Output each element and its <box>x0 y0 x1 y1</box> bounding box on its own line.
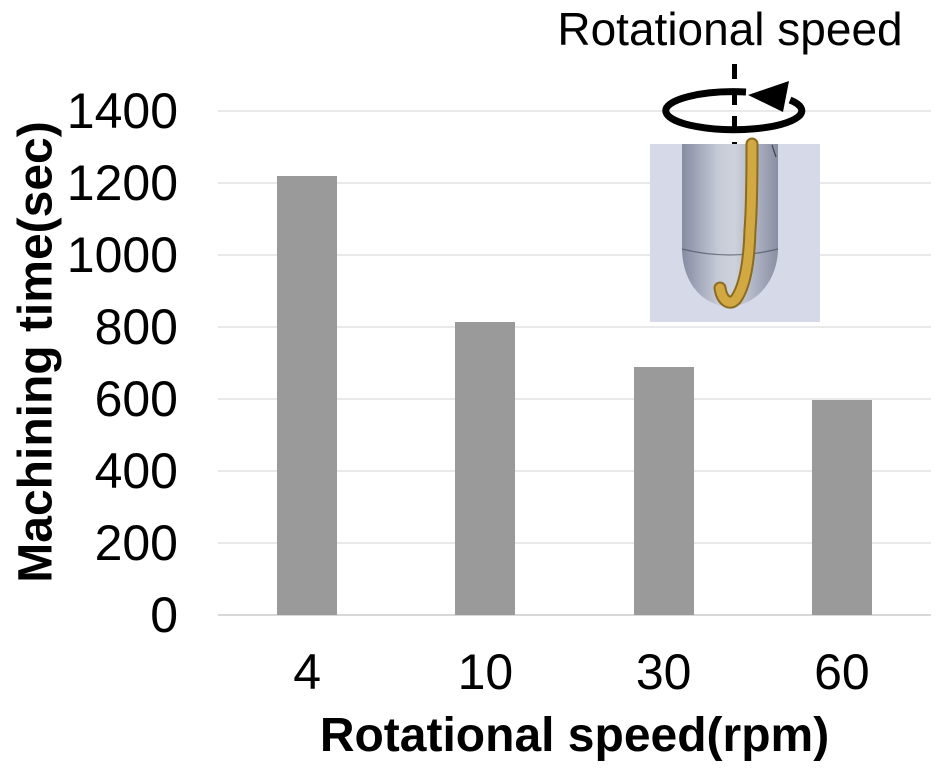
x-tick-label: 10 <box>457 644 514 700</box>
gridline <box>218 542 931 544</box>
bar <box>633 366 694 615</box>
y-tick-label: 400 <box>94 443 178 499</box>
y-tick-label: 1000 <box>66 227 178 283</box>
bar <box>811 400 872 615</box>
x-axis-line <box>218 614 931 616</box>
tool-rounded-tip <box>682 250 778 307</box>
gridline <box>218 110 931 112</box>
rotation-arrow-arc <box>662 88 806 134</box>
gridline <box>218 182 931 184</box>
y-tick-label: 1200 <box>66 155 178 211</box>
x-axis-tick-labels: 4 10 30 60 <box>218 644 931 702</box>
x-axis-title: Rotational speed(rpm) <box>319 709 830 762</box>
bar <box>455 321 516 615</box>
tool-edge-line <box>771 144 777 158</box>
gridline <box>218 254 931 256</box>
gridline <box>218 470 931 472</box>
y-axis-tick-labels: 0 200 400 600 800 1000 1200 1400 <box>0 83 178 643</box>
tool-shank <box>682 144 778 251</box>
wire <box>715 139 757 307</box>
rotation-arrow-head <box>748 81 789 112</box>
y-tick-label: 0 <box>150 587 178 643</box>
x-tick-label: 4 <box>293 644 322 700</box>
plot-area <box>218 110 931 616</box>
tool-body <box>681 144 779 307</box>
y-tick-label: 1400 <box>66 83 178 139</box>
inset-annotation-label: Rotational speed <box>557 3 903 55</box>
rotation-arrow-icon <box>662 81 806 134</box>
y-tick-label: 800 <box>94 299 178 355</box>
gridline <box>218 398 931 400</box>
tool-wire <box>713 137 759 309</box>
x-tick-label: 60 <box>814 644 870 700</box>
y-tick-label: 200 <box>94 515 178 571</box>
y-tick-label: 600 <box>94 371 178 427</box>
tool-seam-line <box>681 248 779 256</box>
gridline <box>218 326 931 328</box>
bar <box>277 175 338 615</box>
x-tick-label: 30 <box>635 644 692 700</box>
rotating-tool-inset <box>650 64 820 322</box>
